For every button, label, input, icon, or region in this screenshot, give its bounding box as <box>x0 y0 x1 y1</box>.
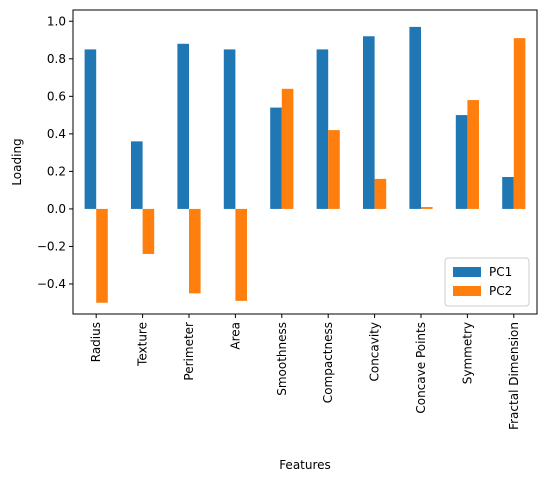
legend-label-pc2: PC2 <box>489 284 512 298</box>
y-tick-label: 0.0 <box>47 202 66 216</box>
x-axis-label: Features <box>279 458 331 472</box>
bars <box>84 26 526 303</box>
bar-pc1-symmetry <box>455 115 468 209</box>
bar-pc2-perimeter <box>189 208 201 294</box>
y-tick-label: −0.4 <box>37 277 66 291</box>
bar-pc1-radius <box>84 49 97 209</box>
y-axis-ticks: −0.4 −0.2 0.0 0.2 0.4 0.6 0.8 1.0 <box>37 14 73 291</box>
x-tick-label: Smoothness <box>275 322 289 396</box>
x-tick-label: Compactness <box>321 322 335 403</box>
x-tick-label: Concave Points <box>414 322 428 414</box>
bar-pc2-radius <box>96 208 108 303</box>
x-tick-label: Radius <box>89 322 103 362</box>
legend-swatch-pc1 <box>453 267 481 277</box>
y-tick-label: 0.2 <box>47 164 66 178</box>
bar-pc1-concavity <box>363 36 375 209</box>
bar-pc2-texture <box>142 208 155 254</box>
x-tick-label: Concavity <box>368 322 382 382</box>
legend-label-pc1: PC1 <box>489 265 512 279</box>
bar-pc2-concavity <box>374 178 387 209</box>
bar-pc2-concave-points <box>421 207 433 209</box>
legend-box <box>444 257 530 307</box>
x-tick-label: Texture <box>136 322 150 367</box>
y-tick-label: 0.4 <box>47 127 66 141</box>
bar-pc1-texture <box>131 141 143 209</box>
bar-pc2-symmetry <box>467 100 479 209</box>
plot-frame <box>72 9 538 315</box>
y-tick-label: −0.2 <box>37 239 66 253</box>
bar-pc2-compactness <box>328 130 340 209</box>
bar-pc1-smoothness <box>270 107 282 209</box>
bar-pc1-fractal-dimension <box>502 177 514 209</box>
bar-pc1-perimeter <box>177 43 189 209</box>
x-tick-label: Area <box>228 322 242 350</box>
x-tick-label: Fractal Dimension <box>507 322 521 430</box>
x-tick-label: Symmetry <box>460 322 474 384</box>
x-axis-ticks: Radius Texture Perimeter Area Smoothness Comp… <box>89 314 521 430</box>
y-tick-label: 0.8 <box>47 52 66 66</box>
bar-pc1-compactness <box>316 49 329 209</box>
legend-swatch-pc2 <box>453 286 481 296</box>
bar-pc2-smoothness <box>281 88 294 209</box>
bar-pc2-fractal-dimension <box>513 38 526 209</box>
y-tick-label: 1.0 <box>47 14 66 28</box>
bar-pc1-area <box>223 49 236 209</box>
bar-pc1-concave-points <box>409 26 421 209</box>
x-tick-label: Perimeter <box>182 322 196 381</box>
y-tick-label: 0.6 <box>47 89 66 103</box>
y-axis-label: Loading <box>10 138 24 185</box>
bar-pc2-area <box>235 208 247 301</box>
